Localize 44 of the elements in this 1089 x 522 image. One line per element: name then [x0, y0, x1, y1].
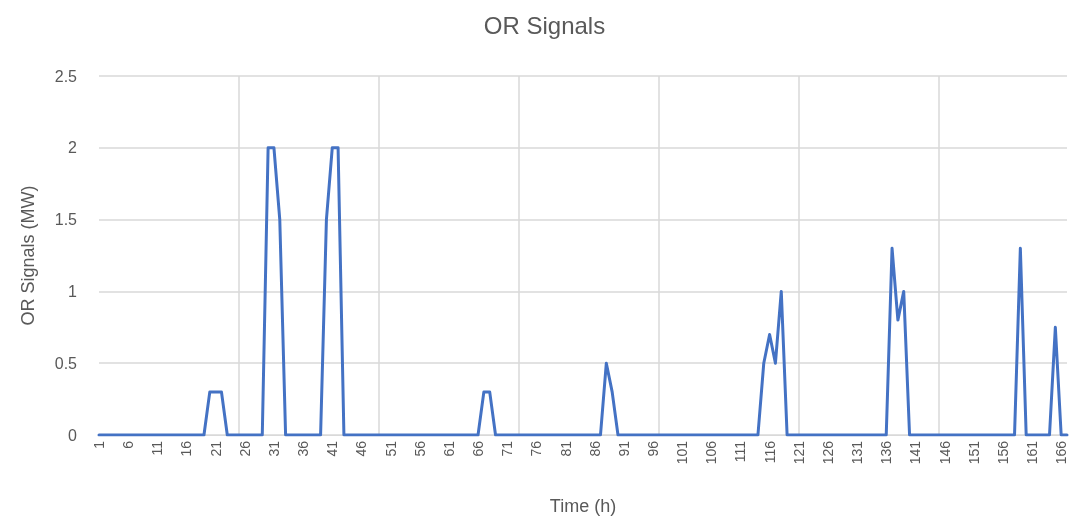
x-tick-label: 166 — [1053, 440, 1070, 465]
x-tick-label: 21 — [207, 440, 224, 457]
x-tick-label: 46 — [353, 440, 370, 457]
x-tick-label: 161 — [1024, 440, 1041, 465]
x-tick-label: 36 — [295, 440, 312, 457]
x-tick-label: 6 — [120, 440, 137, 449]
x-tick-label: 51 — [382, 440, 399, 457]
x-tick-label: 141 — [907, 440, 924, 465]
y-tick-label: 2.5 — [54, 67, 78, 85]
x-tick-label: 11 — [149, 440, 166, 456]
x-tick-label: 61 — [440, 440, 457, 457]
x-tick-label: 116 — [761, 440, 778, 464]
x-tick-label: 16 — [178, 440, 195, 457]
x-tick-label: 71 — [499, 440, 516, 457]
x-tick-label: 96 — [644, 440, 661, 457]
x-tick-label: 136 — [878, 440, 895, 465]
y-tick-label: 2 — [68, 139, 78, 157]
x-tick-label: 41 — [324, 440, 341, 457]
x-tick-label: 1 — [91, 440, 107, 449]
x-tick-label: 26 — [236, 440, 253, 457]
x-tick-label: 146 — [936, 440, 953, 465]
x-tick-label: 81 — [557, 440, 574, 457]
x-tick-label: 151 — [965, 440, 982, 465]
x-tick-label: 156 — [994, 440, 1011, 465]
y-tick-label: 0.5 — [54, 354, 78, 372]
y-tick-label: 1.5 — [54, 211, 78, 229]
y-tick-label: 0 — [68, 426, 78, 444]
y-tick-label: 1 — [68, 282, 78, 300]
x-tick-label: 126 — [819, 440, 836, 465]
y-axis-title: OR Signals (MW) — [18, 185, 38, 326]
x-tick-label: 31 — [265, 440, 282, 457]
line-series — [97, 146, 1069, 437]
x-tick-label: 111 — [732, 440, 749, 463]
x-tick-label: 86 — [586, 440, 603, 457]
chart-title: OR Signals — [483, 11, 606, 39]
x-tick-label: 91 — [615, 440, 632, 457]
x-tick-label: 101 — [674, 440, 691, 465]
x-tick-label: 131 — [849, 440, 866, 465]
x-tick-label: 66 — [470, 440, 487, 457]
x-tick-label: 106 — [703, 440, 720, 465]
x-axis-title: Time (h) — [549, 496, 617, 516]
x-tick-label: 76 — [528, 440, 545, 457]
x-tick-label: 56 — [411, 440, 428, 457]
x-tick-label: 121 — [790, 440, 807, 465]
